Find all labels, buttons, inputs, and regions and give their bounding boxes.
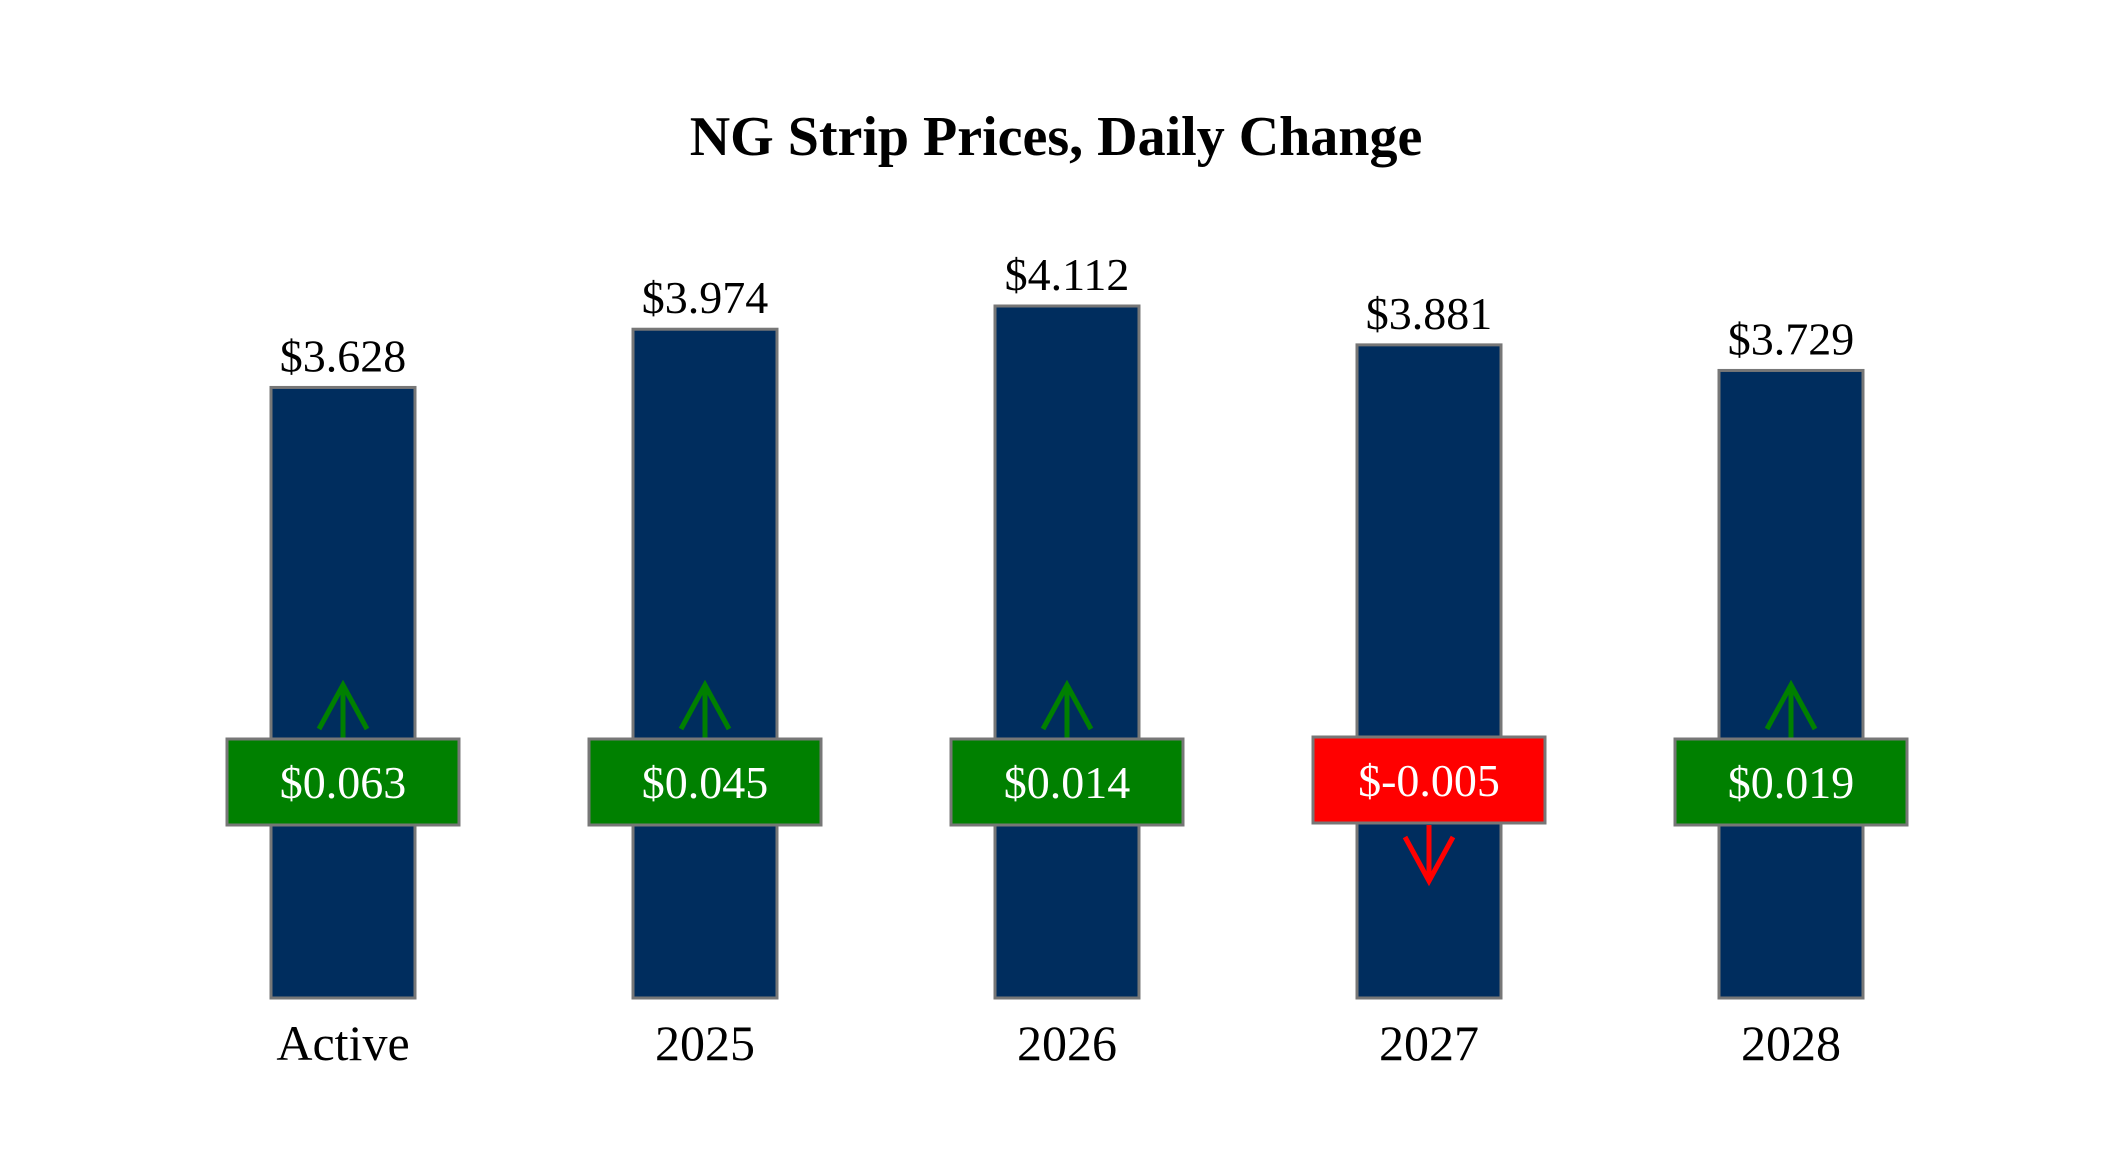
change-box: [587, 737, 823, 827]
price-label: $3.628: [280, 330, 407, 381]
chart-title: NG Strip Prices, Daily Change: [690, 106, 1423, 168]
category-label: Active: [276, 1015, 409, 1071]
change-label: $0.063: [280, 757, 407, 808]
category-label: 2026: [1017, 1015, 1117, 1071]
up-arrow-icon: [1040, 679, 1094, 731]
change-label: $0.045: [642, 757, 769, 808]
bar: [631, 327, 779, 1000]
down-arrow-icon: [1402, 835, 1456, 887]
change-box: [225, 737, 461, 827]
category-label: 2025: [655, 1015, 755, 1071]
change-box: [1311, 735, 1547, 825]
price-label: $3.729: [1728, 313, 1855, 364]
change-box: [1673, 737, 1909, 827]
category-label: 2027: [1379, 1015, 1479, 1071]
bar: [1355, 343, 1503, 1000]
up-arrow-icon: [1764, 679, 1818, 731]
price-label: $3.881: [1366, 288, 1493, 339]
up-arrow-icon: [316, 679, 370, 731]
category-label: 2028: [1741, 1015, 1841, 1071]
price-label: $3.974: [642, 272, 769, 323]
change-label: $-0.005: [1358, 755, 1500, 806]
change-box: [949, 737, 1185, 827]
up-arrow-icon: [678, 679, 732, 731]
change-label: $0.019: [1728, 757, 1855, 808]
change-label: $0.014: [1004, 757, 1131, 808]
bar: [993, 304, 1141, 1000]
plot-area: $3.628 Active $0.063 $3.974 2025 $0.045 $4.112…: [225, 249, 1909, 1071]
price-label: $4.112: [1005, 249, 1130, 300]
